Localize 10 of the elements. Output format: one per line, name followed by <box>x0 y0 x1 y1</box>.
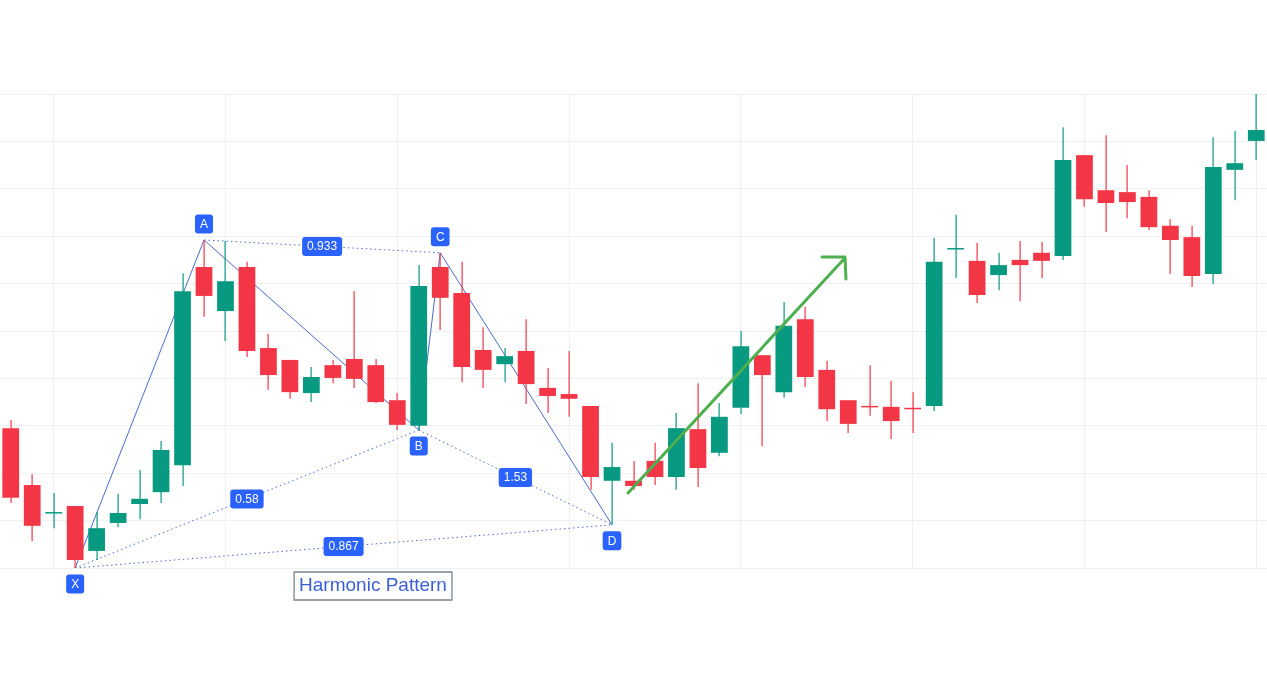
annotation: B <box>414 438 423 453</box>
annotation: 1.53 <box>503 470 528 485</box>
annotation: D <box>607 533 617 548</box>
annotation: 0.933 <box>307 239 338 254</box>
annotation: C <box>435 229 445 244</box>
annotation: A <box>200 216 209 231</box>
text: Harmonic Pattern <box>299 574 447 596</box>
annotation: 0.867 <box>328 539 359 554</box>
annotation: 0.58 <box>235 491 259 506</box>
text: X <box>71 576 80 591</box>
